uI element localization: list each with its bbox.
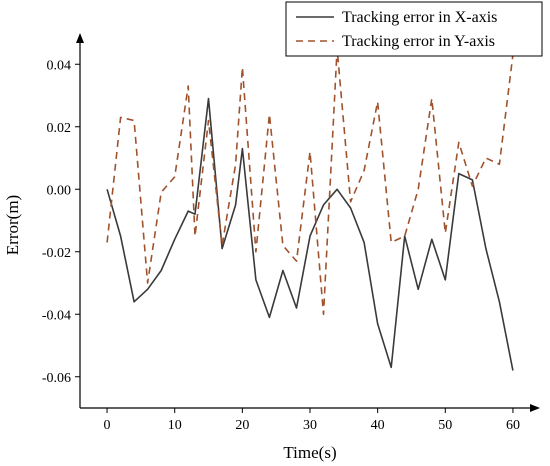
legend-box [285, 1, 543, 57]
series-line-0 [106, 97, 514, 371]
legend: Tracking error in X-axis Tracking error … [285, 1, 543, 57]
legend-label-y-axis: Tracking error in Y-axis [342, 33, 495, 50]
ticks: 0 10 20 30 40 50 60 -0.06 -0.04 -0.02 0.00 0.02 0.04 [42, 58, 520, 433]
y-axis-arrow [76, 33, 84, 43]
y-tick-label-3: 0.00 [47, 183, 72, 198]
axes [76, 33, 540, 412]
series-layer [106, 47, 514, 371]
x-tick-label-30: 30 [303, 418, 317, 433]
legend-label-x-axis: Tracking error in X-axis [342, 9, 497, 26]
x-tick-label-50: 50 [438, 418, 452, 433]
x-axis-arrow [530, 404, 540, 412]
y-axis-title: Error(m) [3, 195, 22, 255]
y-tick-label-4: 0.02 [47, 121, 72, 136]
x-tick-label-10: 10 [168, 418, 182, 433]
y-tick-label-2: -0.02 [42, 246, 71, 261]
x-tick-label-20: 20 [235, 418, 249, 433]
series-line-1 [106, 47, 514, 316]
y-tick-label-5: 0.04 [47, 58, 72, 73]
x-tick-label-0: 0 [104, 418, 111, 433]
y-tick-label-0: -0.06 [42, 371, 71, 386]
x-axis-title: Time(s) [283, 443, 336, 462]
x-tick-label-40: 40 [371, 418, 385, 433]
y-tick-label-1: -0.04 [42, 308, 71, 323]
x-tick-label-60: 60 [506, 418, 520, 433]
